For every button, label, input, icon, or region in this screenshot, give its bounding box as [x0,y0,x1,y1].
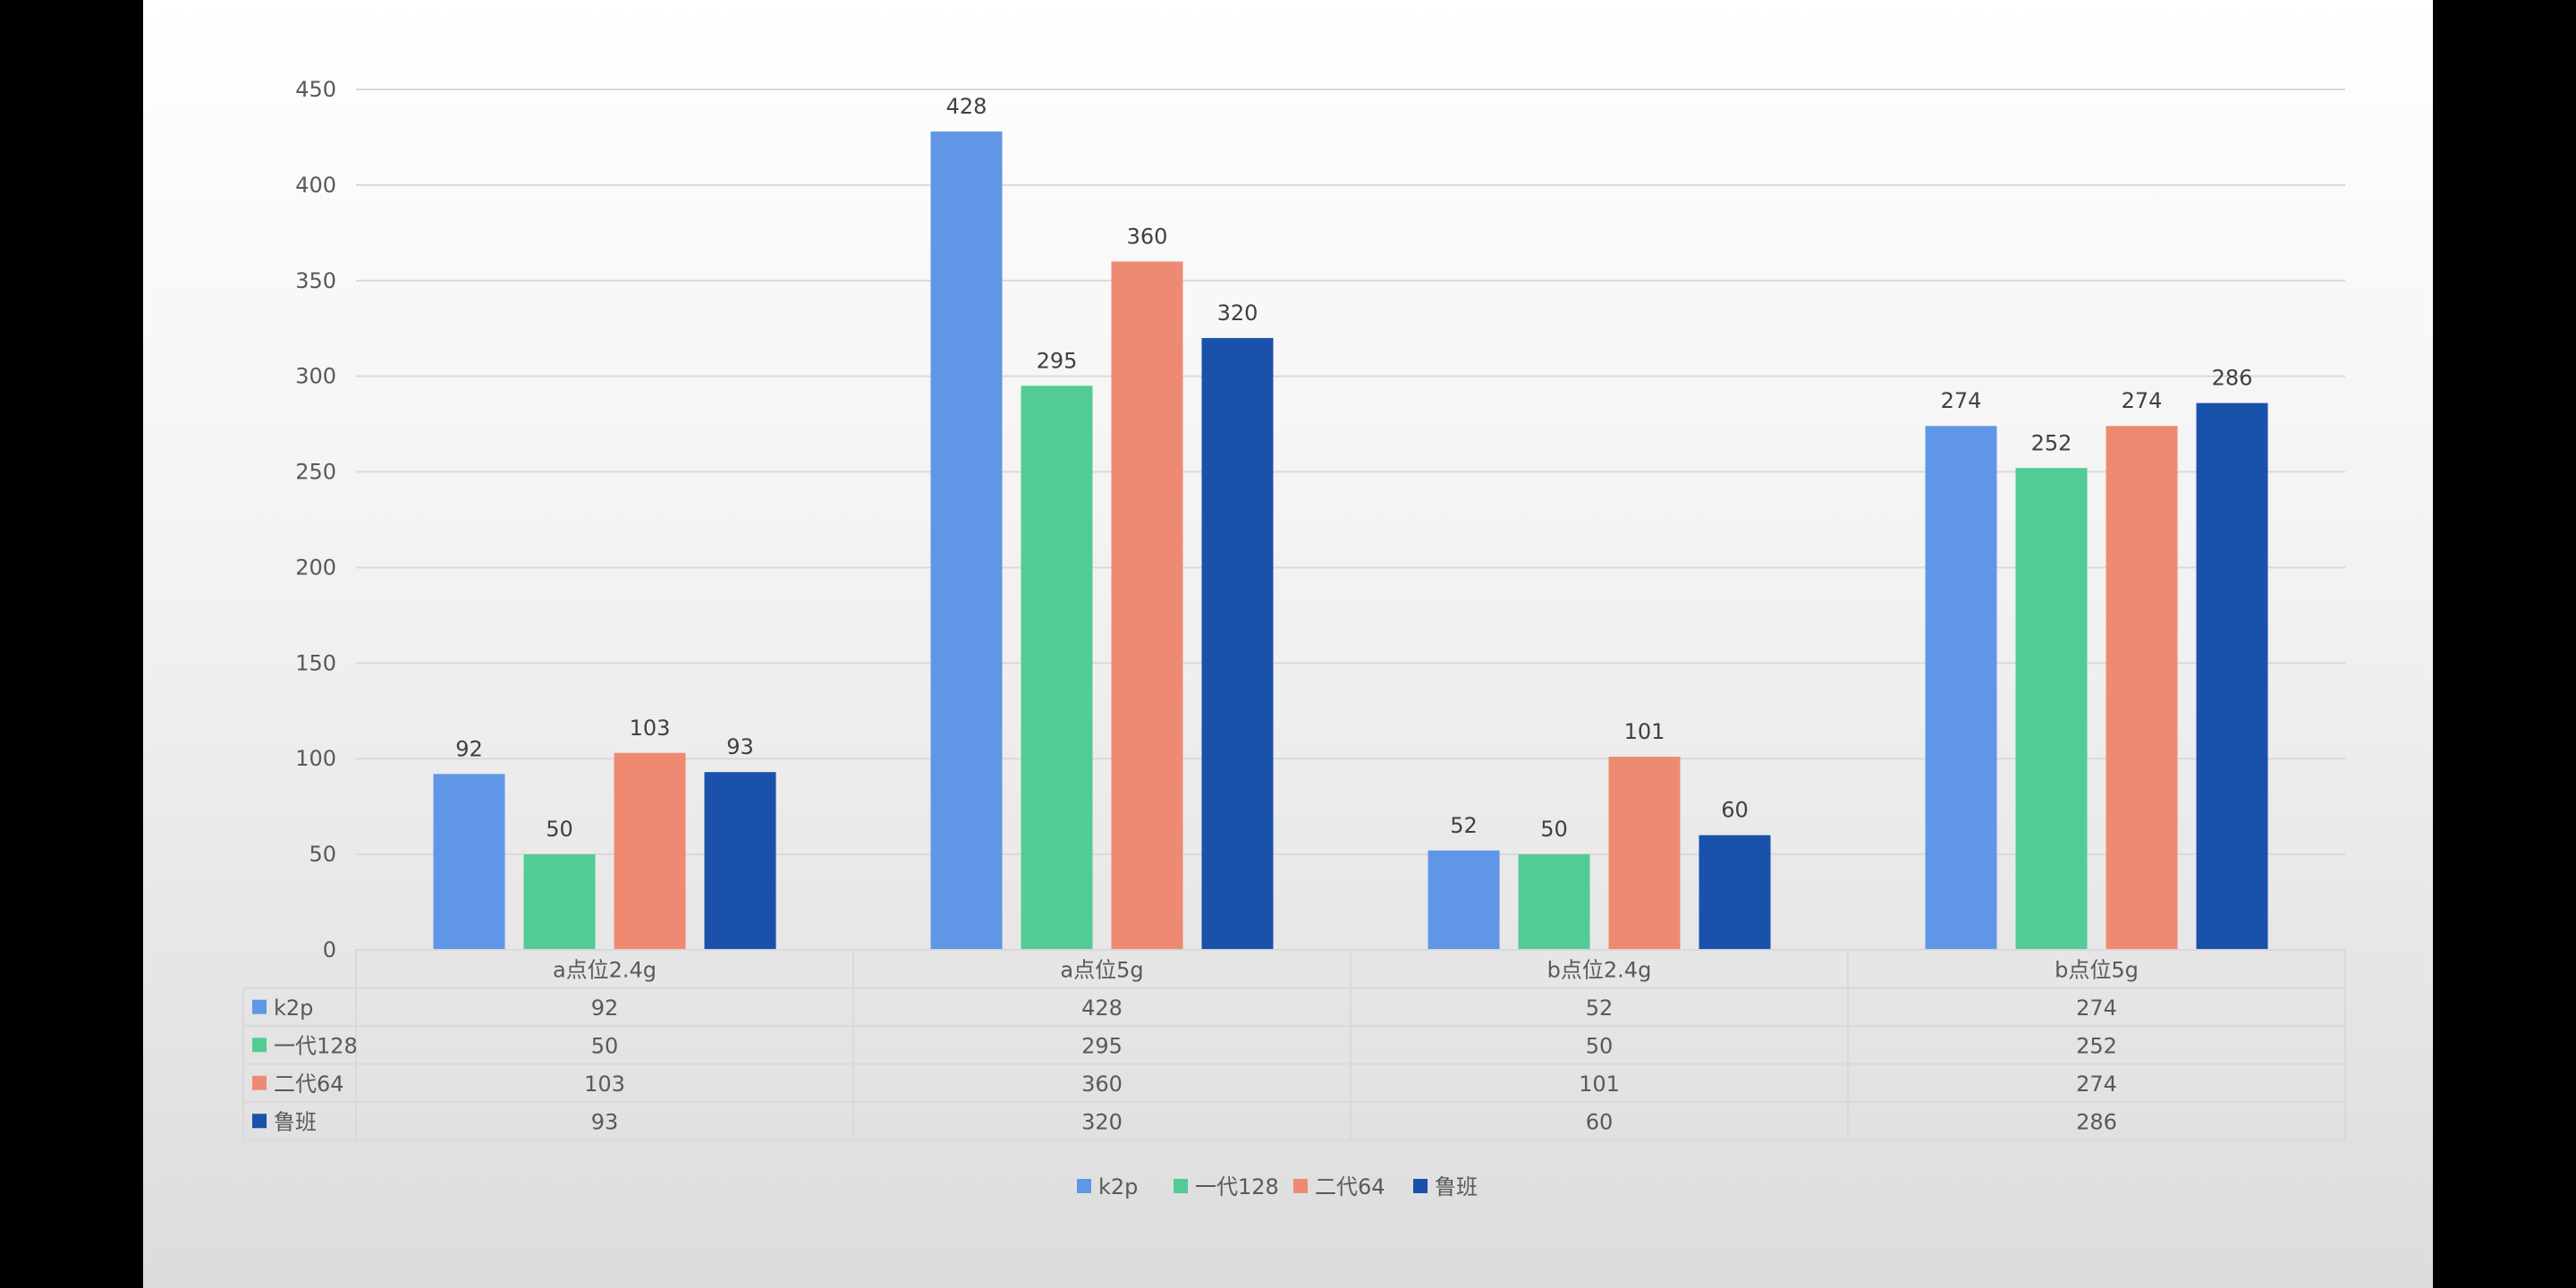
data-label: 52 [1450,813,1478,838]
y-tick-label: 150 [295,650,336,675]
data-label: 320 [1217,301,1258,326]
table-header-cell: a点位2.4g [553,957,657,982]
table-legend-key [252,1075,267,1090]
data-label: 360 [1127,224,1168,249]
table-cell: 60 [1586,1109,1614,1134]
bar [1428,850,1500,950]
legend-key [1413,1179,1428,1193]
table-header-cell: b点位2.4g [1547,957,1652,982]
bar [433,774,505,950]
legend-key [1293,1179,1308,1193]
bars [433,131,2268,950]
table-cell: 252 [2076,1033,2117,1058]
bar [1925,426,1997,950]
table-cell: 93 [591,1109,619,1134]
bar [2106,426,2178,950]
table-row-label: k2p [274,996,313,1021]
legend-label: 二代64 [1315,1174,1385,1199]
table-cell: 274 [2076,996,2117,1021]
data-label: 50 [1540,817,1568,842]
data-label: 93 [726,734,754,759]
bar [523,854,596,950]
y-tick-label: 50 [309,842,336,867]
table-cell: 428 [1081,996,1123,1021]
bar [2196,402,2268,950]
bar [2015,468,2088,950]
legend-label: 一代128 [1195,1174,1279,1199]
y-tick-label: 100 [295,746,336,771]
data-label: 92 [455,736,483,761]
y-tick-label: 400 [295,173,336,198]
data-table: a点位2.4g a点位5g b点位2.4g b点位5g k2p 92 428 52 274 一代1… [242,949,2346,1141]
y-tick-label: 300 [295,364,336,389]
table-cell: 52 [1586,996,1614,1021]
y-tick-label: 350 [295,268,336,293]
legend: k2p 一代128 二代64 鲁班 [1077,1174,1478,1199]
y-tick-label: 200 [295,555,336,580]
y-tick-label: 0 [323,937,336,962]
data-label: 286 [2212,366,2253,391]
table-cell: 92 [591,996,619,1021]
legend-key [1174,1179,1188,1193]
bar [1518,854,1590,950]
table-legend-key [252,999,267,1014]
data-label: 103 [630,716,671,741]
legend-key [1077,1179,1091,1193]
table-row-label: 鲁班 [274,1109,317,1134]
data-label: 50 [546,817,573,842]
table-cell: 320 [1081,1109,1123,1134]
bar [1021,386,1093,950]
table-cell: 274 [2076,1072,2117,1097]
table-legend-key [252,1038,267,1053]
data-label: 101 [1624,719,1665,744]
bar [1201,337,1274,950]
table-cell: 101 [1579,1072,1620,1097]
data-label: 428 [946,94,987,119]
table-cell: 295 [1081,1033,1123,1058]
data-label: 295 [1037,348,1078,373]
bar [614,752,686,950]
data-label: 274 [2122,388,2163,413]
bar [930,131,1003,950]
data-labels: 92 428 52 274 50 295 50 252 103 360 101 274 93 320 60 2… [455,94,2252,842]
table-cell: 50 [591,1033,619,1058]
table-header-cell: b点位5g [2055,957,2139,982]
data-label: 252 [2031,430,2072,455]
table-cell: 103 [584,1072,625,1097]
gridlines [356,89,2345,951]
data-label: 274 [1941,388,1982,413]
bar [704,772,776,950]
table-header-cell: a点位5g [1060,957,1143,982]
bar [1608,757,1681,950]
y-axis: 0 50 100 150 200 250 300 350 400 450 [295,77,336,962]
bar [1111,261,1183,950]
legend-label: k2p [1098,1174,1138,1199]
bar [1699,835,1771,950]
table-row-label: 一代128 [274,1033,358,1058]
y-tick-label: 450 [295,77,336,102]
y-tick-label: 250 [295,460,336,485]
table-cell: 286 [2076,1109,2117,1134]
table-row-label: 二代64 [274,1072,344,1097]
data-label: 60 [1721,798,1749,823]
table-cell: 50 [1586,1033,1614,1058]
table-cell: 360 [1081,1072,1123,1097]
table-legend-key [252,1114,267,1129]
legend-label: 鲁班 [1435,1174,1478,1199]
